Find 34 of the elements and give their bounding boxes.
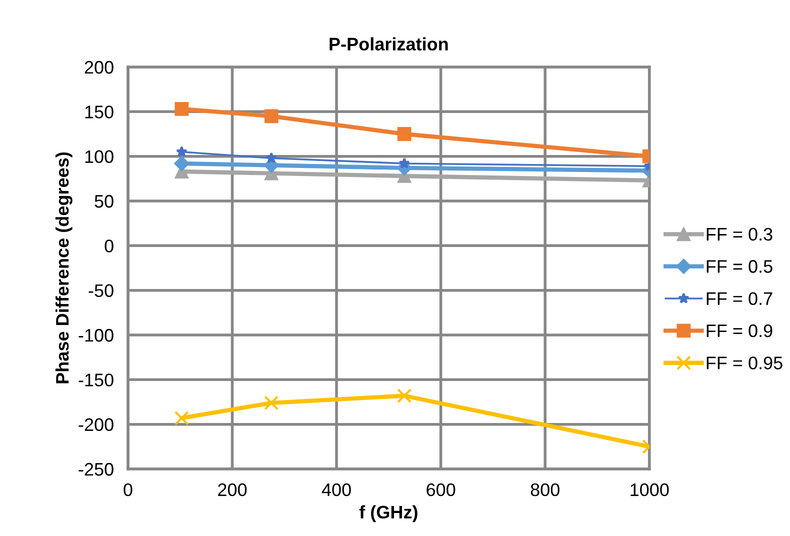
- chart-title: P-Polarization: [330, 37, 448, 51]
- y-tick-label: -250: [78, 462, 114, 476]
- x-axis-title: f (GHz): [359, 505, 418, 522]
- y-tick-label: 200: [84, 60, 114, 74]
- legend-label: FF = 0.5: [706, 260, 772, 273]
- x-tick-label: 1000: [630, 483, 669, 496]
- x-tick-label: 400: [322, 483, 351, 496]
- point: [174, 156, 190, 172]
- y-tick-label: -50: [88, 284, 114, 298]
- point: [397, 388, 412, 404]
- point: [264, 396, 279, 410]
- x-tick-label: 200: [218, 483, 247, 496]
- y-axis-title: Phase Difference (degrees): [55, 152, 72, 384]
- y-tick-label: 100: [85, 150, 114, 164]
- y-tick-label: 0: [104, 240, 114, 252]
- x-tick-label: 800: [530, 483, 560, 496]
- legend-label: FF = 0.3: [706, 228, 772, 241]
- point: [174, 410, 189, 426]
- point: [397, 127, 412, 141]
- x-tick-label: 600: [426, 483, 456, 496]
- legend-label: FF = 0.7: [706, 292, 772, 306]
- point: [398, 158, 410, 168]
- point: [264, 109, 278, 124]
- y-tick-label: -100: [78, 328, 114, 342]
- point: [176, 146, 188, 157]
- x-tick-label: 0: [124, 483, 132, 496]
- legend-label: FF = 0.9: [706, 324, 772, 338]
- y-tick-label: 50: [94, 194, 114, 208]
- legend-label: FF = 0.95: [706, 356, 782, 370]
- y-tick-label: 150: [85, 106, 114, 118]
- y-tick-label: -200: [78, 418, 114, 432]
- point: [266, 152, 278, 164]
- y-tick-label: -150: [78, 374, 114, 386]
- point: [174, 102, 189, 116]
